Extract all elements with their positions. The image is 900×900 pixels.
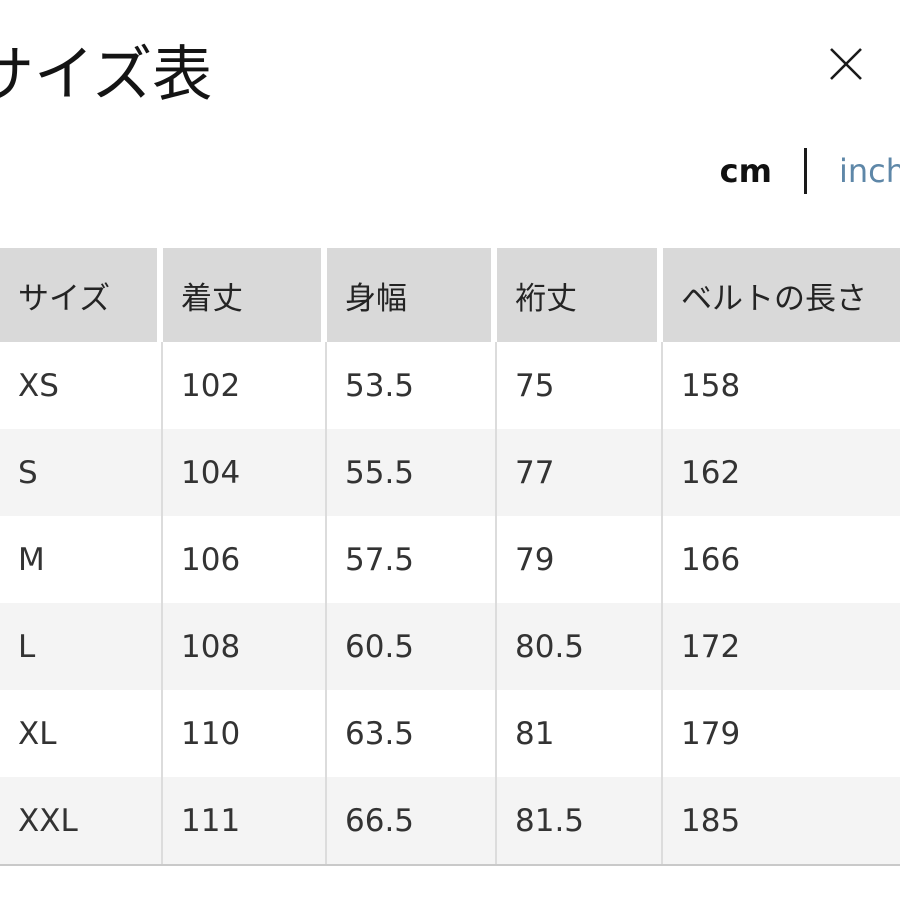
cell-value: 81.5 [497,777,663,864]
cell-value: 104 [163,429,327,516]
cell-value: 57.5 [327,516,497,603]
cell-value: 106 [163,516,327,603]
cell-value: 179 [681,715,741,752]
size-label: XXL [0,777,163,864]
size-label: XS [0,342,163,429]
cell-value: 55.5 [327,429,497,516]
unit-divider [803,148,807,194]
size-table: サイズ 着丈 身幅 裄丈 ベルトの長さ XS 102 53.5 75 158 S… [0,248,900,866]
table-row: S 104 55.5 77 162 [0,429,900,516]
cell-value: 79 [497,516,663,603]
page-title: サイズ表 [0,40,213,110]
cell-value: 80.5 [497,603,663,690]
unit-toggle: cm inch [0,146,900,196]
cell-value: 81 [497,690,663,777]
column-header-size: サイズ [0,248,163,342]
column-header-belt-length: ベルトの長さ [663,248,900,342]
table-row: L 108 60.5 80.5 172 [0,603,900,690]
cell-value: 166 [681,541,741,578]
cell-value: 102 [163,342,327,429]
size-label: S [0,429,163,516]
cell-value: 60.5 [327,603,497,690]
cell-value: 185 [681,802,741,839]
cell-value: 172 [681,628,741,665]
table-row: XS 102 53.5 75 158 [0,342,900,429]
cell-value: 162 [681,454,741,491]
cell-value: 110 [163,690,327,777]
column-header-body-width: 身幅 [327,248,497,342]
cell-value: 108 [163,603,327,690]
cell-value: 77 [497,429,663,516]
close-icon [828,46,864,82]
table-row: XL 110 63.5 81 179 [0,690,900,777]
cell-value: 158 [681,367,741,404]
cell-value: 63.5 [327,690,497,777]
cell-value: 53.5 [327,342,497,429]
close-button[interactable] [826,44,866,84]
size-label: XL [0,690,163,777]
table-row: XXL 111 66.5 81.5 185 [0,777,900,864]
table-header-row: サイズ 着丈 身幅 裄丈 ベルトの長さ [0,248,900,342]
unit-inch-option[interactable]: inch [838,152,900,190]
size-label: L [0,603,163,690]
cell-value: 75 [497,342,663,429]
cell-value: 66.5 [327,777,497,864]
column-header-body-length: 着丈 [163,248,327,342]
column-header-sleeve: 裄丈 [497,248,663,342]
unit-cm-option[interactable]: cm [719,152,772,190]
cell-value: 111 [163,777,327,864]
size-label: M [0,516,163,603]
table-row: M 106 57.5 79 166 [0,516,900,603]
